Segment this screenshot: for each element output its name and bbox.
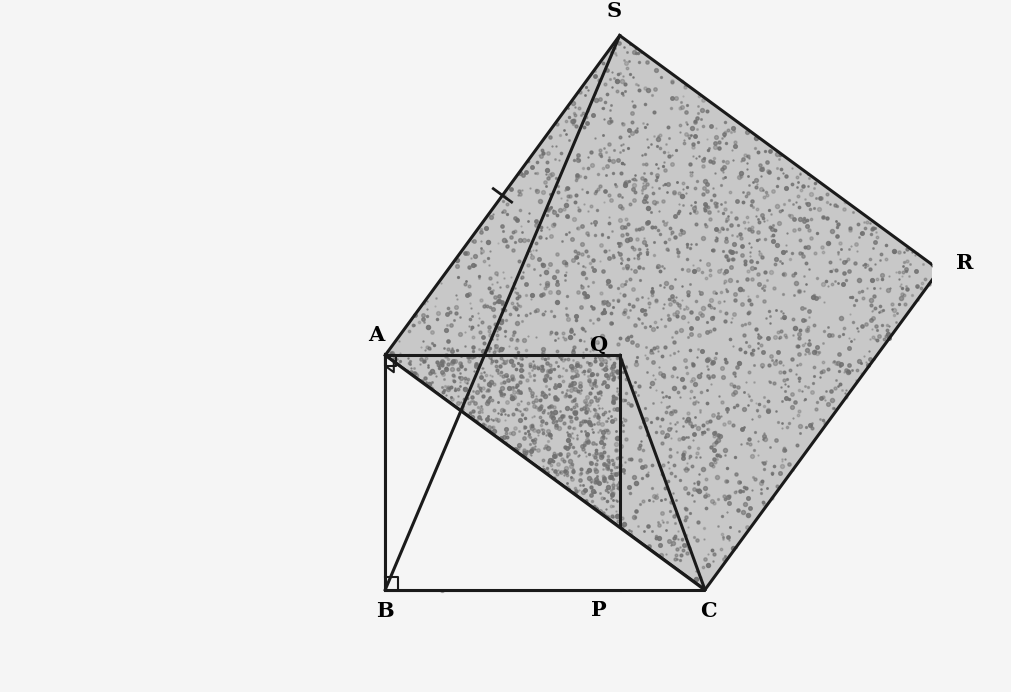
Polygon shape bbox=[385, 355, 705, 590]
Polygon shape bbox=[385, 35, 938, 590]
Text: C: C bbox=[700, 601, 716, 621]
Polygon shape bbox=[385, 355, 619, 590]
Text: R: R bbox=[954, 253, 972, 273]
Text: S: S bbox=[606, 1, 621, 21]
Text: B: B bbox=[376, 601, 393, 621]
Text: Q: Q bbox=[588, 335, 607, 354]
Text: P: P bbox=[590, 600, 606, 619]
Text: A: A bbox=[368, 325, 384, 345]
